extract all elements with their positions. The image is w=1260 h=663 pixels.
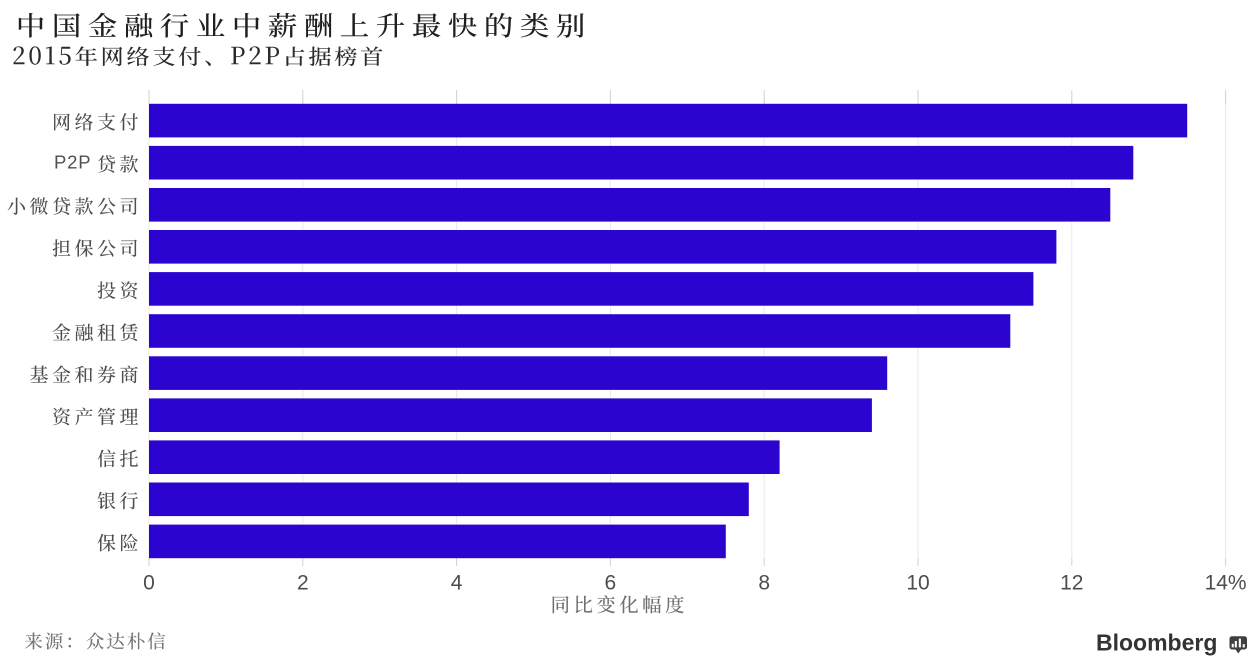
svg-text:8: 8 xyxy=(758,572,770,595)
svg-text:Bloomberg: Bloomberg xyxy=(1096,630,1217,656)
svg-text:P2P: P2P xyxy=(54,151,91,172)
svg-text:6: 6 xyxy=(605,572,617,595)
svg-text:10: 10 xyxy=(906,572,929,595)
svg-text:2: 2 xyxy=(297,572,309,595)
svg-text:0: 0 xyxy=(143,572,155,595)
svg-text:4: 4 xyxy=(451,572,463,595)
svg-text:14%: 14% xyxy=(1205,572,1247,595)
svg-text:12: 12 xyxy=(1060,572,1083,595)
